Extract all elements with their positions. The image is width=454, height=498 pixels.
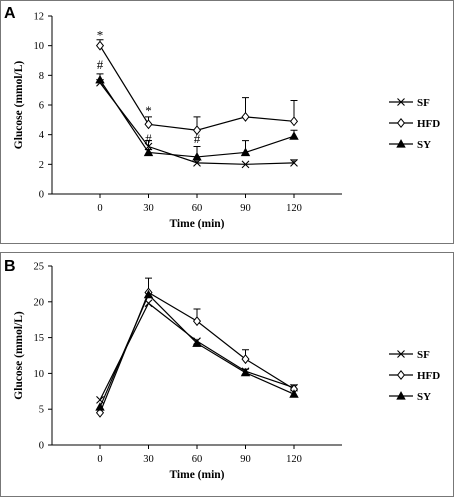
point-sf [241,160,250,169]
significance-mark: * [97,27,104,42]
point-hfd [192,316,202,327]
legend-label-hfd: HFD [417,370,440,382]
y-tick-label: 0 [39,441,44,452]
panel-label-a: A [4,5,16,22]
point-sy [289,389,299,398]
significance-mark: * [145,103,152,118]
y-tick-label: 25 [34,262,45,273]
legend-item-sy: SY [389,139,431,151]
x-tick-label: 30 [143,454,154,465]
legend-marker-hfd [396,118,406,128]
point-hfd [241,111,250,122]
x-tick-label: 90 [240,203,251,214]
x-tick-label: 60 [192,203,203,214]
y-axis-title: Glucose (mmol/L) [13,311,25,400]
x-tick-label: 120 [286,454,302,465]
point-sy [192,151,202,161]
panel-label-b: B [4,258,16,275]
x-tick-label: 60 [192,454,203,465]
point-sy [95,74,105,84]
significance-mark: # [145,131,152,146]
point-hfd [95,40,105,51]
y-tick-label: 2 [39,160,44,171]
series-sy [95,73,299,161]
x-tick-label: 30 [143,203,154,214]
point-sf [290,158,298,167]
legend-item-sf: SF [389,97,430,109]
y-tick-label: 0 [39,190,44,201]
x-axis-title: Time (min) [169,218,224,230]
significance-mark: # [194,131,201,146]
point-sy [240,147,251,157]
y-tick-label: 6 [39,101,44,112]
y-tick-label: 5 [39,405,44,416]
point-hfd [241,354,250,365]
error-bar-sf [145,140,152,147]
y-tick-label: 4 [39,130,45,141]
chart-panel-b: 0 5 10 15 20 25 0 30 60 90 120 Time (min) Glucose (m… [13,262,440,482]
y-axis-title: Glucose (mmol/L) [13,61,25,150]
y-tick-label: 20 [34,297,45,308]
series-sy [95,289,299,411]
x-tick-label: 120 [286,203,302,214]
x-tick-label: 90 [240,454,251,465]
legend-marker-sf [397,98,405,106]
series-hfd [95,39,299,136]
legend-label-sf: SF [417,97,430,109]
point-sy [143,147,154,157]
legend-marker-hfd [396,370,406,380]
y-tick-label: 12 [34,12,45,23]
y-tick-label: 10 [34,369,45,380]
legend-marker-sy [396,139,406,148]
y-tick-label: 15 [34,333,45,344]
point-sy [143,289,154,299]
legend-label-sf: SF [417,349,430,361]
y-tick-label: 8 [39,71,44,82]
legend-item-sy: SY [389,391,431,403]
point-hfd [95,407,105,418]
point-sy [95,402,105,411]
x-axis-title: Time (min) [169,469,224,481]
y-tick-label: 10 [34,41,45,52]
point-sy [192,338,202,347]
legend-marker-sf [397,350,405,358]
point-sy [289,131,299,140]
legend-item-sf: SF [389,349,430,361]
panel-b-frame [0,252,454,497]
point-hfd [192,125,202,136]
x-tick-label: 0 [97,454,102,465]
point-hfd [144,119,153,130]
legend-label-sy: SY [417,391,431,403]
legend-label-sy: SY [417,139,431,151]
point-sy [240,367,251,377]
point-hfd [289,116,299,127]
legend-marker-sy [396,391,406,400]
legend-item-hfd: HFD [389,370,440,382]
x-tick-label: 0 [97,203,102,214]
legend-item-hfd: HFD [389,118,440,130]
legend-label-hfd: HFD [417,118,440,130]
significance-mark: # [97,57,104,72]
